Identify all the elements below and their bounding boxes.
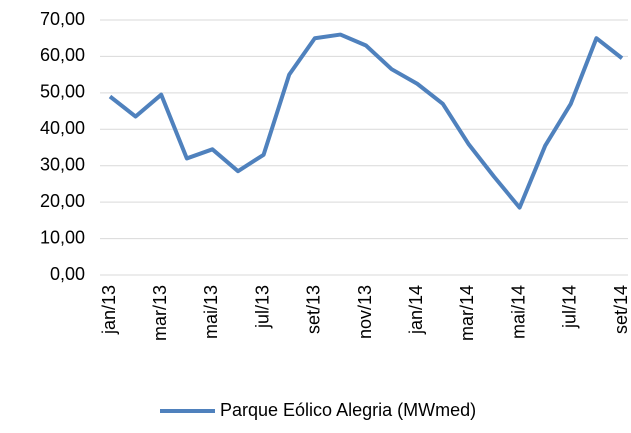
x-tick-label: jul/13 [252,285,272,329]
y-tick-label: 60,00 [40,45,85,65]
x-tick-label: mar/13 [150,285,170,341]
x-tick-label: mai/14 [508,285,528,339]
x-tick-label: nov/13 [355,285,375,339]
y-tick-label: 30,00 [40,154,85,174]
x-tick-label: set/14 [611,285,631,334]
x-tick-label: jan/13 [99,285,119,335]
y-tick-label: 20,00 [40,191,85,211]
y-tick-label: 50,00 [40,82,85,102]
y-tick-label: 70,00 [40,9,85,29]
legend-label: Parque Eólico Alegria (MWmed) [220,400,476,420]
x-tick-label: mar/14 [457,285,477,341]
y-tick-label: 0,00 [50,264,85,284]
x-tick-label: jul/14 [560,285,580,329]
x-tick-label: mai/13 [201,285,221,339]
y-tick-label: 10,00 [40,227,85,247]
x-tick-label: set/13 [304,285,324,334]
x-tick-label: jan/14 [406,285,426,335]
y-tick-label: 40,00 [40,118,85,138]
data-line [108,32,624,210]
